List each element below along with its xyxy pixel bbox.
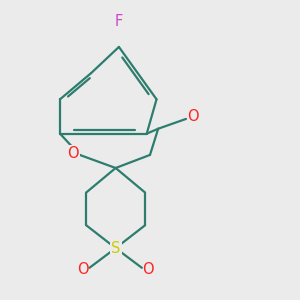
Text: O: O — [68, 146, 79, 161]
Text: S: S — [111, 241, 120, 256]
Text: O: O — [188, 109, 199, 124]
Text: O: O — [142, 262, 154, 277]
Text: O: O — [77, 262, 89, 277]
Text: F: F — [115, 14, 123, 28]
